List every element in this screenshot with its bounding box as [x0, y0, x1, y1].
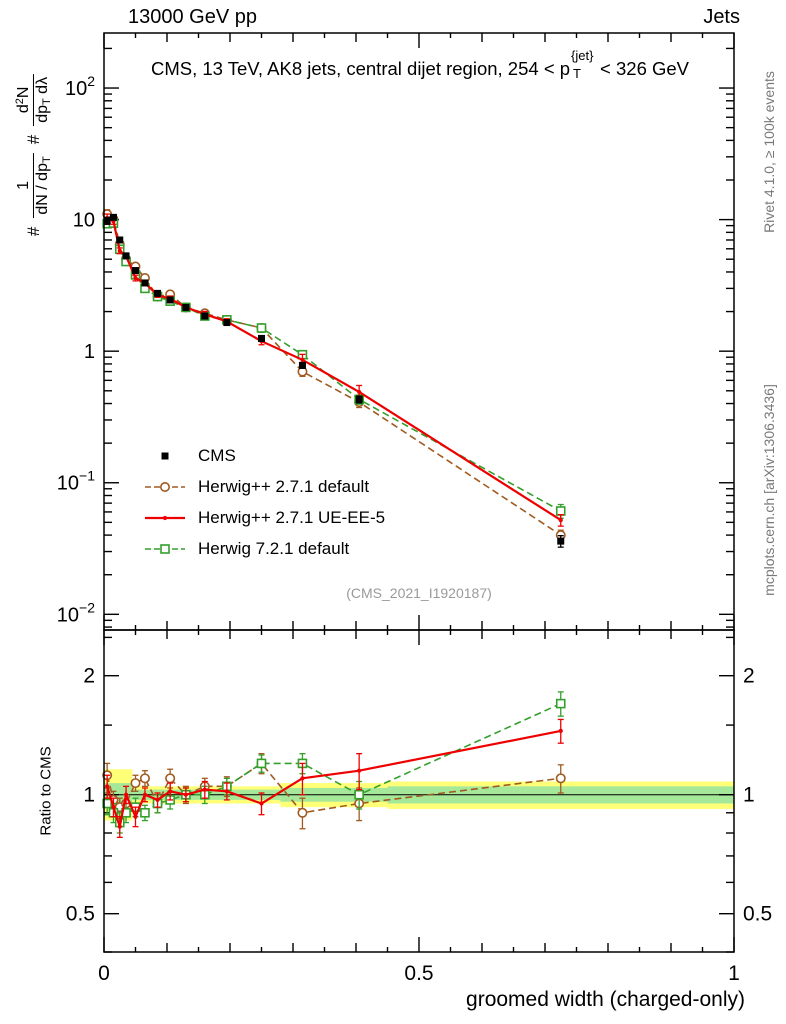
legend-item-herwig7-default: Herwig 7.2.1 default: [140, 533, 385, 564]
legend-item-herwigpp-default: Herwig++ 2.7.1 default: [140, 471, 385, 502]
svg-text:10−1: 10−1: [57, 468, 95, 495]
legend-item-cms: CMS: [140, 440, 385, 471]
svg-text:1: 1: [84, 341, 95, 363]
herwig7-default-marker-icon: [140, 539, 190, 559]
ratio-y-axis-label: Ratio to CMS: [37, 746, 55, 836]
svg-text:2: 2: [83, 665, 95, 688]
plot-title: CMS, 13 TeV, AK8 jets, central dijet reg…: [106, 48, 734, 81]
pt-jet-subscript: T: [573, 66, 581, 81]
ratio-panel-frame: [103, 629, 735, 953]
pt-jet-symbol: {jet} T: [570, 48, 600, 81]
svg-text:1: 1: [743, 784, 755, 807]
svg-text:1: 1: [728, 962, 740, 985]
rivet-version-label: Rivet 4.1.0, ≥ 100k events: [761, 71, 777, 233]
legend-label-herwigpp-ueee5: Herwig++ 2.7.1 UE-EE-5: [198, 507, 386, 527]
svg-text:2: 2: [743, 665, 755, 688]
svg-text:0.5: 0.5: [66, 903, 95, 926]
title-text-post: < 326 GeV: [600, 58, 690, 79]
analysis-id-watermark: (CMS_2021_I1920187): [346, 585, 492, 601]
herwigpp-ueee5-marker-icon: [140, 508, 190, 528]
svg-text:0.5: 0.5: [743, 903, 772, 926]
beam-energy-label: 13000 GeV pp: [128, 6, 257, 28]
ylabel-fraction-1: 1 dN / dpT: [14, 153, 54, 218]
herwigpp-default-marker-icon: [140, 477, 190, 497]
svg-text:0.5: 0.5: [404, 962, 433, 985]
svg-text:0: 0: [98, 962, 110, 985]
ylabel-hash-2: #: [24, 134, 43, 145]
x-axis-label: groomed width (charged-only): [466, 988, 745, 1011]
svg-text:1: 1: [83, 784, 95, 807]
legend-label-herwig7-default: Herwig 7.2.1 default: [198, 538, 350, 558]
pt-jet-superscript: {jet}: [571, 48, 594, 63]
title-text-pre: CMS, 13 TeV, AK8 jets, central dijet reg…: [150, 58, 571, 79]
ylabel-hash-1: #: [24, 226, 43, 237]
legend-label-cms: CMS: [198, 445, 236, 465]
mcplots-citation-label: mcplots.cern.ch [arXiv:1306.3436]: [761, 384, 777, 596]
svg-text:10: 10: [73, 210, 95, 232]
svg-text:102: 102: [65, 73, 95, 100]
main-panel-series: [102, 209, 566, 548]
axis-tick-labels: 0 0.5 1 102 10 1 10−1 10−2 0.5 0.5 1 1 2 2: [57, 73, 772, 985]
legend-label-herwigpp-default: Herwig++ 2.7.1 default: [198, 476, 370, 496]
analysis-group-label: Jets: [703, 6, 740, 28]
main-y-axis-label: # 1 dN / dpT # d2N dpT dλ: [14, 73, 55, 237]
legend: CMS Herwig++ 2.7.1 default Herwig++ 2.7.…: [140, 440, 385, 564]
svg-text:10−2: 10−2: [57, 599, 95, 626]
ratio-panel-series: [102, 691, 566, 839]
legend-item-herwigpp-ueee5: Herwig++ 2.7.1 UE-EE-5: [140, 502, 385, 533]
axis-ticks: [103, 33, 735, 953]
cms-marker-icon: [140, 446, 190, 466]
ylabel-fraction-2: d2N dpT dλ: [14, 73, 55, 126]
